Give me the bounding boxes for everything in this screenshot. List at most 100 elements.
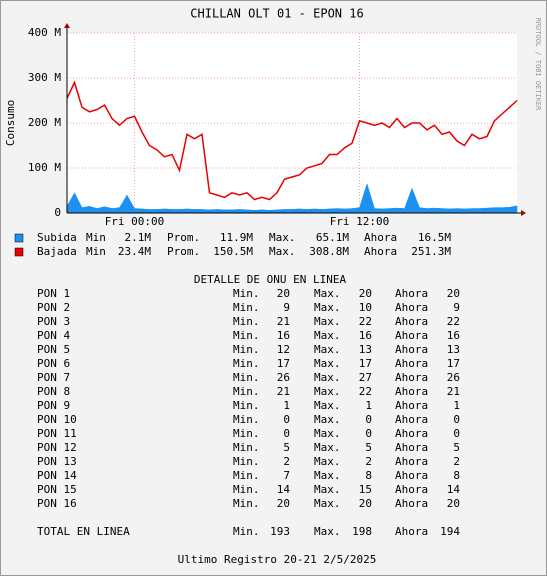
area	[66, 182, 518, 214]
legend-stat-label: Ahora	[364, 245, 397, 258]
column-label: Min.	[233, 525, 260, 538]
column-label: Ahora	[395, 343, 428, 356]
cell-value: 0	[365, 413, 372, 426]
y-tick-label: 400 M	[28, 26, 61, 39]
row-label: PON 15	[37, 483, 77, 496]
column-label: Max.	[314, 525, 341, 538]
legend-stat-value: 2.1M	[125, 231, 152, 244]
cell-value: 17	[277, 357, 290, 370]
legend-stat-value: 23.4M	[118, 245, 151, 258]
column-label: Ahora	[395, 441, 428, 454]
column-label: Ahora	[395, 357, 428, 370]
cell-value: 5	[453, 441, 460, 454]
cell-value: 8	[365, 469, 372, 482]
column-label: Max.	[314, 455, 341, 468]
cell-value: 1	[283, 399, 290, 412]
x-tick-label: Fri 00:00	[105, 215, 165, 228]
cell-value: 193	[270, 525, 290, 538]
cell-value: 16	[447, 329, 460, 342]
row-label: PON 11	[37, 427, 77, 440]
cell-value: 5	[283, 441, 290, 454]
cell-value: 14	[277, 483, 291, 496]
legend-label: Subida	[37, 231, 77, 244]
row-label: PON 5	[37, 343, 70, 356]
side-text: RRDTOOL / TOBI OETIKER	[534, 18, 542, 112]
row-label: PON 6	[37, 357, 70, 370]
cell-value: 9	[283, 301, 290, 314]
column-label: Max.	[314, 357, 341, 370]
column-label: Max.	[314, 315, 341, 328]
column-label: Min.	[233, 455, 260, 468]
column-label: Min.	[233, 427, 260, 440]
column-label: Max.	[314, 301, 341, 314]
column-label: Ahora	[395, 483, 428, 496]
cell-value: 22	[447, 315, 460, 328]
column-label: Max.	[314, 371, 341, 384]
detail-title: DETALLE DE ONU EN LINEA	[194, 273, 347, 286]
legend-stat-value: 150.5M	[213, 245, 253, 258]
y-tick-label: 100 M	[28, 161, 61, 174]
cell-value: 198	[352, 525, 372, 538]
row-label: PON 12	[37, 441, 77, 454]
column-label: Max.	[314, 441, 341, 454]
legend-label: Bajada	[37, 245, 77, 258]
column-label: Min.	[233, 399, 260, 412]
cell-value: 21	[277, 385, 290, 398]
cell-value: 7	[283, 469, 290, 482]
cell-value: 27	[359, 371, 372, 384]
column-label: Min.	[233, 385, 260, 398]
cell-value: 0	[453, 413, 460, 426]
column-label: Min.	[233, 371, 260, 384]
legend-stat-value: 251.3M	[411, 245, 451, 258]
column-label: Min.	[233, 469, 260, 482]
column-label: Max.	[314, 329, 341, 342]
column-label: Max.	[314, 385, 341, 398]
cell-value: 26	[277, 371, 290, 384]
column-label: Ahora	[395, 329, 428, 342]
row-label: PON 7	[37, 371, 70, 384]
cell-value: 20	[447, 287, 460, 300]
cell-value: 20	[277, 497, 290, 510]
legend-stat-value: 65.1M	[316, 231, 349, 244]
legend-swatch	[14, 233, 24, 243]
cell-value: 10	[359, 301, 372, 314]
row-label: PON 8	[37, 385, 70, 398]
cell-value: 22	[359, 385, 372, 398]
cell-value: 17	[447, 357, 460, 370]
column-label: Min.	[233, 329, 260, 342]
column-label: Ahora	[395, 525, 428, 538]
row-label: TOTAL EN LINEA	[37, 525, 130, 538]
cell-value: 15	[359, 483, 372, 496]
column-label: Min.	[233, 301, 260, 314]
y-tick-label: 300 M	[28, 71, 61, 84]
row-label: PON 3	[37, 315, 70, 328]
row-label: PON 2	[37, 301, 70, 314]
cell-value: 26	[447, 371, 460, 384]
column-label: Min.	[233, 343, 260, 356]
cell-value: 2	[453, 455, 460, 468]
cell-value: 21	[447, 385, 460, 398]
row-label: PON 16	[37, 497, 77, 510]
column-label: Max.	[314, 413, 341, 426]
cell-value: 5	[365, 441, 372, 454]
column-label: Ahora	[395, 469, 428, 482]
legend-stat-value: 308.8M	[309, 245, 349, 258]
column-label: Max.	[314, 287, 341, 300]
column-label: Min.	[233, 483, 260, 496]
legend-stat-label: Min	[86, 231, 106, 244]
column-label: Min.	[233, 497, 260, 510]
column-label: Ahora	[395, 413, 428, 426]
column-label: Max.	[314, 343, 341, 356]
row-label: PON 1	[37, 287, 70, 300]
column-label: Max.	[314, 483, 341, 496]
column-label: Max.	[314, 469, 341, 482]
column-label: Min.	[233, 413, 260, 426]
column-label: Ahora	[395, 371, 428, 384]
column-label: Min.	[233, 441, 260, 454]
legend-stat-label: Max.	[269, 245, 296, 258]
cell-value: 9	[453, 301, 460, 314]
cell-value: 20	[359, 497, 372, 510]
chart-title: CHILLAN OLT 01 - EPON 16	[190, 7, 363, 21]
legend-stat-label: Ahora	[364, 231, 397, 244]
cell-value: 17	[359, 357, 372, 370]
